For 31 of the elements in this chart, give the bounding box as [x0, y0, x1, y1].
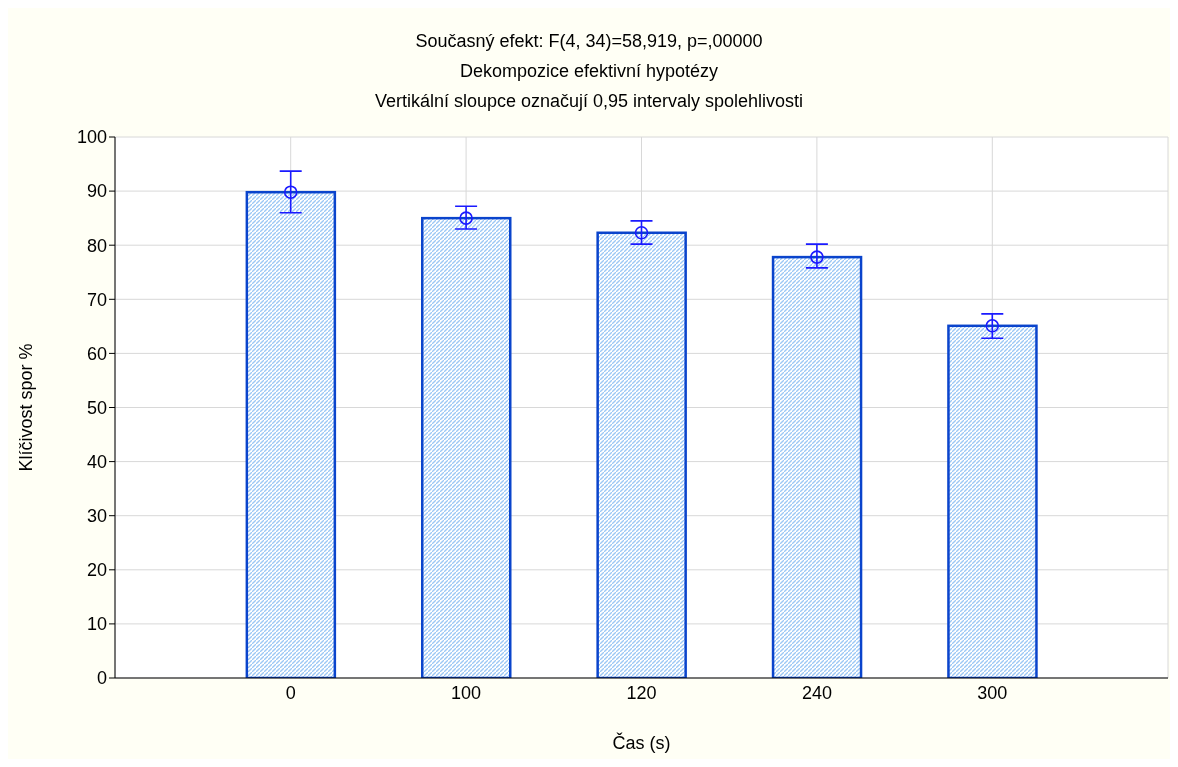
y-tick-label: 0 [96, 668, 107, 689]
x-tick-label: 300 [977, 682, 1008, 703]
y-tick-label: 80 [86, 235, 107, 256]
y-tick-label: 20 [86, 560, 107, 581]
chart-title: Současný efekt: F(4, 34)=58,919, p=,00000 [414, 30, 764, 53]
x-tick-label: 100 [451, 682, 482, 703]
y-tick-label: 100 [76, 127, 107, 148]
point [283, 185, 298, 199]
y-tick-label: 60 [86, 343, 107, 364]
text: Vertikální sloupce označují 0,95 intervaly spolehlivosti [373, 90, 805, 113]
bar [947, 324, 1038, 678]
x-tick-label: 120 [626, 682, 657, 703]
point [985, 319, 1000, 333]
y-tick-label: 50 [86, 397, 107, 418]
x-tick-label: 240 [801, 682, 832, 703]
bar [421, 216, 512, 678]
y-tick-label: 10 [86, 614, 107, 635]
point [459, 211, 473, 225]
chart-subtitle: Dekompozice efektivní hypotézy [458, 60, 720, 83]
x-tick-label: 0 [285, 682, 296, 703]
y-tick-label: 70 [86, 289, 107, 310]
y-tick-label: 90 [86, 181, 107, 202]
point [634, 225, 649, 240]
y-tick-label: 30 [86, 506, 107, 527]
bar [245, 190, 337, 678]
bar [596, 231, 687, 678]
y-tick-label: 40 [86, 451, 107, 472]
y-axis-title: Klíčivost spor % [16, 343, 37, 472]
x-axis-title: Čas (s) [612, 732, 671, 753]
point [810, 250, 824, 264]
bar [771, 255, 863, 678]
